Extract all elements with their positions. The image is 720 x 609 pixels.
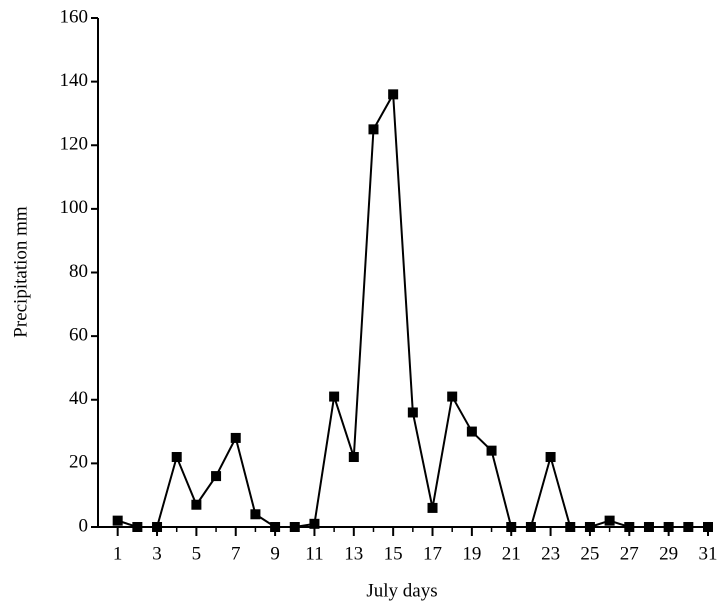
x-tick-label: 25 xyxy=(580,543,599,564)
marker xyxy=(466,426,477,437)
marker xyxy=(486,445,497,456)
x-tick-label: 11 xyxy=(305,543,323,564)
y-tick-label: 0 xyxy=(79,515,89,536)
marker xyxy=(348,452,359,463)
marker xyxy=(447,391,458,402)
marker xyxy=(171,452,182,463)
x-tick-label: 5 xyxy=(192,543,202,564)
x-axis-label: July days xyxy=(366,580,437,601)
marker xyxy=(624,522,635,532)
x-tick-label: 29 xyxy=(659,543,678,564)
x-tick-label: 17 xyxy=(423,543,442,564)
y-tick-label: 140 xyxy=(60,70,89,91)
marker xyxy=(643,522,654,532)
marker xyxy=(604,515,615,526)
marker xyxy=(388,89,399,100)
x-tick-label: 21 xyxy=(502,543,521,564)
x-tick-label: 1 xyxy=(113,543,123,564)
y-tick-label: 100 xyxy=(60,197,89,218)
line xyxy=(117,90,708,528)
x-tick-label: 7 xyxy=(231,543,241,564)
marker xyxy=(368,124,379,135)
marker xyxy=(230,432,241,443)
marker xyxy=(191,499,202,510)
marker xyxy=(683,522,694,532)
x-tick-label: 9 xyxy=(270,543,280,564)
y-tick-label: 80 xyxy=(69,261,88,282)
y-tick-label: 20 xyxy=(69,452,88,473)
x-tick-label: 13 xyxy=(344,543,363,564)
x-tick-label: 3 xyxy=(152,543,162,564)
y-tick-label: 40 xyxy=(69,388,88,409)
x-tick-label: 15 xyxy=(384,543,403,564)
marker xyxy=(211,471,222,482)
x-tick-label: 27 xyxy=(620,543,639,564)
marker xyxy=(525,522,536,532)
marker xyxy=(545,452,556,463)
x-tick-label: 23 xyxy=(541,543,560,564)
marker xyxy=(427,502,438,513)
marker xyxy=(112,515,123,526)
marker xyxy=(309,518,320,529)
marker xyxy=(703,522,713,532)
marker xyxy=(329,391,340,402)
x-tick-label: 31 xyxy=(699,543,718,564)
marker xyxy=(407,407,418,418)
marker xyxy=(584,522,595,532)
marker xyxy=(132,522,143,532)
marker xyxy=(506,522,517,532)
y-axis-label: Precipitation mm xyxy=(10,206,31,338)
marker xyxy=(250,509,261,520)
y-tick-label: 60 xyxy=(69,324,88,345)
marker xyxy=(152,522,163,532)
marker xyxy=(565,522,576,532)
marker xyxy=(270,522,281,532)
x-tick-label: 19 xyxy=(462,543,481,564)
y-tick-label: 120 xyxy=(60,134,89,155)
marker xyxy=(289,522,300,532)
y-tick-label: 160 xyxy=(60,6,89,27)
marker xyxy=(663,522,674,532)
